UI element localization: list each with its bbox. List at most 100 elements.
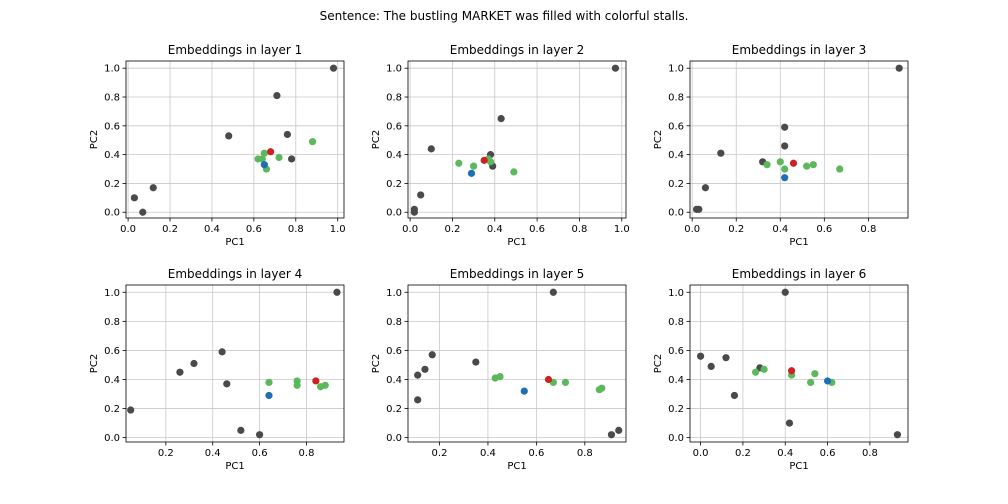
y-tick-label: 0.0 xyxy=(104,208,120,219)
y-tick-label: 1.0 xyxy=(104,64,120,75)
data-point xyxy=(275,153,283,162)
x-tick-label: 0.8 xyxy=(299,448,315,459)
data-point xyxy=(273,91,281,100)
x-tick-label: 0.2 xyxy=(158,448,174,459)
y-tick-label: 0.6 xyxy=(104,346,120,357)
y-axis-label: PC2 xyxy=(371,130,382,149)
data-point xyxy=(763,161,771,169)
y-axis-label: PC2 xyxy=(89,354,100,373)
x-tick-label: 0.2 xyxy=(162,224,178,235)
y-tick-label: 0.2 xyxy=(668,404,684,415)
x-tick-label: 1.0 xyxy=(614,224,630,235)
y-tick-label: 0.0 xyxy=(386,433,402,444)
data-point xyxy=(293,381,301,389)
data-point xyxy=(549,288,557,296)
data-point xyxy=(321,381,329,389)
figure-suptitle: Sentence: The bustling MARKET was filled… xyxy=(319,9,689,23)
data-point xyxy=(497,115,505,123)
data-point xyxy=(472,358,480,366)
axes-frame xyxy=(125,60,345,219)
x-tick-label: 0.6 xyxy=(820,448,836,459)
y-tick-label: 0.6 xyxy=(104,121,120,132)
data-point xyxy=(781,123,789,131)
x-tick-label: 0.6 xyxy=(252,448,268,459)
data-point xyxy=(701,184,710,192)
data-point xyxy=(308,138,317,146)
data-point xyxy=(149,184,157,192)
y-axis-label: PC2 xyxy=(653,354,664,373)
data-point xyxy=(607,431,616,439)
data-point xyxy=(561,378,570,386)
x-tick-label: 0.6 xyxy=(529,224,545,235)
data-point xyxy=(776,158,784,166)
data-point xyxy=(722,354,730,362)
x-axis-label: PC1 xyxy=(507,461,526,472)
y-tick-label: 0.6 xyxy=(668,121,684,132)
data-point xyxy=(414,371,422,379)
data-point xyxy=(486,158,495,166)
x-tick-label: 0.8 xyxy=(288,224,304,235)
data-point xyxy=(544,375,553,384)
data-point xyxy=(421,365,429,373)
y-axis-label: PC2 xyxy=(371,354,382,373)
data-point xyxy=(427,145,435,153)
x-axis-label: PC1 xyxy=(789,461,808,472)
data-point xyxy=(190,359,198,368)
x-tick-label: 0.2 xyxy=(432,448,448,459)
y-tick-label: 0.4 xyxy=(668,150,684,161)
data-point xyxy=(467,169,476,177)
data-point xyxy=(176,368,184,376)
y-tick-label: 1.0 xyxy=(386,288,402,299)
data-point xyxy=(785,419,794,427)
data-point xyxy=(260,149,268,157)
x-tick-label: 0.6 xyxy=(528,448,544,459)
y-tick-label: 0.8 xyxy=(386,93,402,104)
data-point xyxy=(811,370,819,378)
data-point xyxy=(598,384,606,392)
subplot-layer-4: Embeddings in layer 4 0.2 0.4 0.6 0.8 0.0 0.2 0… xyxy=(89,267,345,472)
data-point xyxy=(287,155,296,163)
data-point xyxy=(803,162,811,170)
y-tick-label: 0.8 xyxy=(386,317,402,328)
x-tick-label: 0.2 xyxy=(735,448,751,459)
y-tick-label: 0.2 xyxy=(104,404,120,415)
y-tick-label: 0.8 xyxy=(104,317,120,328)
x-tick-label: 0.2 xyxy=(444,224,460,235)
data-point xyxy=(760,365,768,373)
x-tick-label: 0.2 xyxy=(728,224,744,235)
data-point xyxy=(823,377,832,385)
data-point xyxy=(895,64,903,72)
data-point xyxy=(237,426,245,434)
y-tick-label: 0.8 xyxy=(668,93,684,104)
data-point xyxy=(470,162,478,170)
y-axis-label: PC2 xyxy=(89,130,100,149)
axes-frame xyxy=(689,284,909,443)
x-tick-label: 0.4 xyxy=(205,448,221,459)
data-point xyxy=(781,288,789,296)
data-point xyxy=(611,64,620,72)
data-point xyxy=(836,165,844,173)
y-tick-label: 0.6 xyxy=(386,121,402,132)
data-point xyxy=(717,149,725,157)
x-tick-label: 0.4 xyxy=(487,224,503,235)
y-tick-label: 0.8 xyxy=(104,93,120,104)
data-point xyxy=(127,406,135,414)
subplot-title: Embeddings in layer 5 xyxy=(450,267,584,281)
data-point xyxy=(807,378,815,386)
y-tick-label: 0.0 xyxy=(668,433,684,444)
data-point xyxy=(329,64,338,72)
data-point xyxy=(312,377,320,385)
x-tick-label: 0.4 xyxy=(772,224,788,235)
y-tick-label: 0.0 xyxy=(104,433,120,444)
data-point xyxy=(333,288,341,296)
data-point xyxy=(496,372,504,381)
x-tick-label: 0.6 xyxy=(246,224,262,235)
data-point xyxy=(428,351,436,359)
y-tick-label: 0.0 xyxy=(668,208,684,219)
subplot-title: Embeddings in layer 2 xyxy=(450,43,584,57)
data-point xyxy=(510,168,518,176)
subplot-layer-5: Embeddings in layer 5 0.2 0.4 0.6 0.8 0.0 0.2 0… xyxy=(371,267,627,472)
x-axis-label: PC1 xyxy=(225,237,244,248)
x-tick-label: 0.8 xyxy=(860,224,876,235)
y-tick-label: 0.4 xyxy=(386,375,402,386)
